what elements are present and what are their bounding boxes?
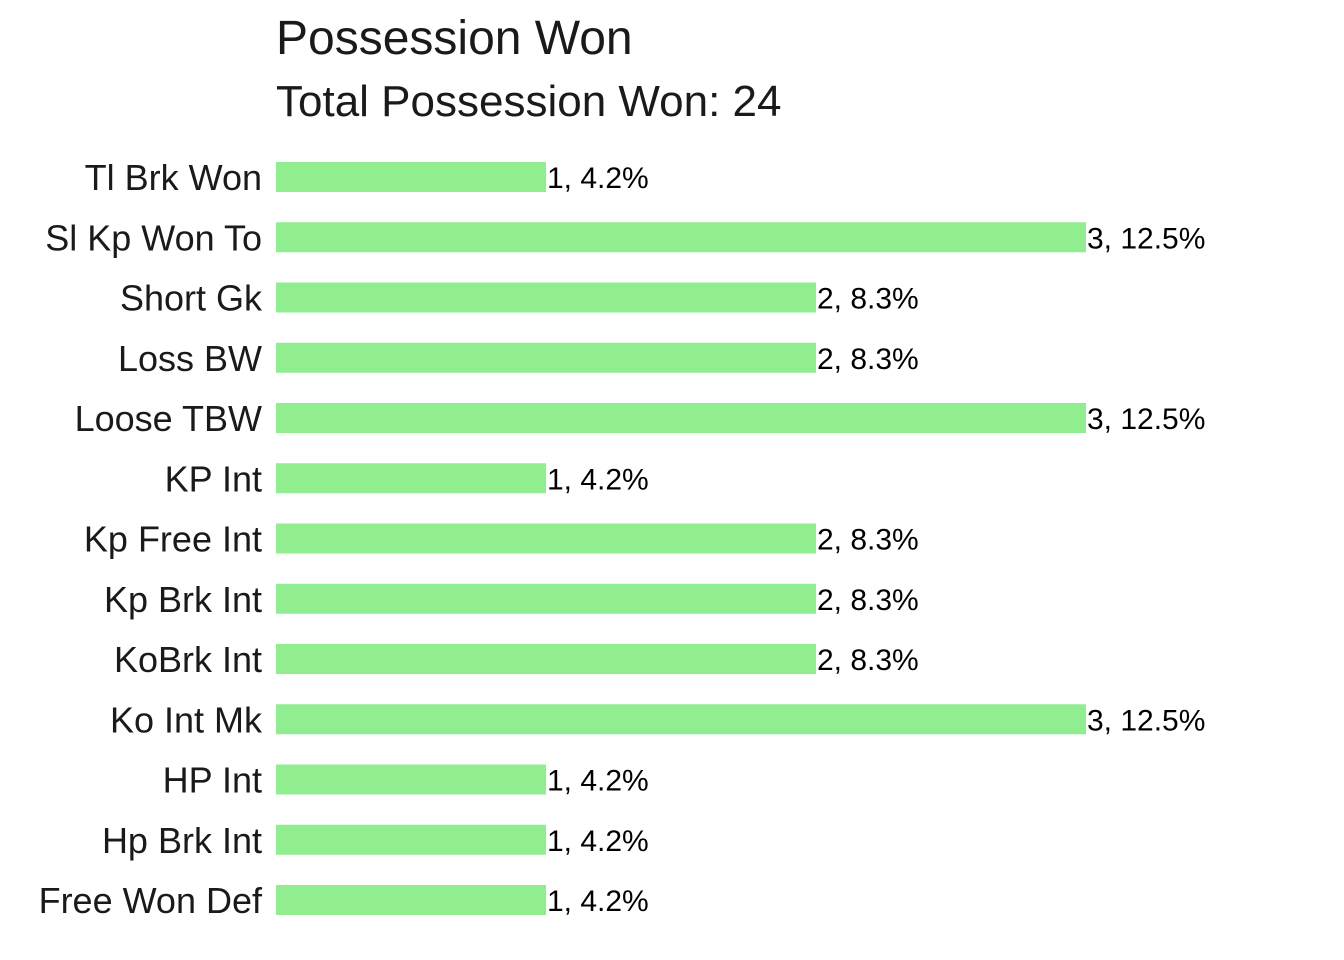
bar-loose-tbw <box>276 403 1086 433</box>
bar-kp-free-int <box>276 523 816 554</box>
bar-free-won-def <box>276 885 546 915</box>
category-label-tl-brk-won: Tl Brk Won <box>85 157 262 198</box>
data-label-hp-int: 1, 4.2% <box>547 765 649 798</box>
category-label-short-gk: Short Gk <box>120 278 263 319</box>
data-label-kp-brk-int: 2, 8.3% <box>817 584 919 617</box>
bar-sl-kp-won-to <box>276 222 1086 253</box>
data-label-short-gk: 2, 8.3% <box>817 283 919 316</box>
chart-title: Possession Won <box>276 12 633 65</box>
category-label-ko-int-mk: Ko Int Mk <box>110 699 263 740</box>
category-label-kp-free-int: Kp Free Int <box>84 519 262 560</box>
category-label-hp-int: HP Int <box>163 760 262 801</box>
bar-short-gk <box>276 282 816 313</box>
data-label-free-won-def: 1, 4.2% <box>547 885 649 918</box>
bar-kobrk-int <box>276 644 816 674</box>
bar-loss-bw <box>276 342 816 373</box>
category-label-loss-bw: Loss BW <box>118 338 262 379</box>
data-label-loss-bw: 2, 8.3% <box>817 343 919 376</box>
bar-ko-int-mk <box>276 704 1086 735</box>
bar-kp-int <box>276 463 546 494</box>
category-label-sl-kp-won-to: Sl Kp Won To <box>45 217 262 258</box>
bar-hp-int <box>276 764 546 795</box>
category-label-hp-brk-int: Hp Brk Int <box>102 820 262 861</box>
category-label-loose-tbw: Loose TBW <box>75 398 262 439</box>
data-label-loose-tbw: 3, 12.5% <box>1087 403 1205 436</box>
data-label-hp-brk-int: 1, 4.2% <box>547 825 649 858</box>
bars-group <box>276 162 1086 915</box>
category-labels-group: Tl Brk Won Sl Kp Won To Short Gk Loss BW Loo… <box>39 157 263 921</box>
category-label-kobrk-int: KoBrk Int <box>114 639 262 680</box>
data-labels-group: 1, 4.2% 3, 12.5% 2, 8.3% 2, 8.3% 3, 12.5% 1, … <box>547 162 1205 918</box>
bar-hp-brk-int <box>276 824 546 855</box>
bar-tl-brk-won <box>276 162 546 192</box>
category-label-kp-int: KP Int <box>165 458 262 499</box>
data-label-kp-free-int: 2, 8.3% <box>817 524 919 557</box>
data-label-ko-int-mk: 3, 12.5% <box>1087 704 1205 737</box>
data-label-tl-brk-won: 1, 4.2% <box>547 162 649 195</box>
bar-kp-brk-int <box>276 583 816 614</box>
chart-subtitle: Total Possession Won: 24 <box>276 77 781 126</box>
data-label-sl-kp-won-to: 3, 12.5% <box>1087 222 1205 255</box>
category-label-kp-brk-int: Kp Brk Int <box>104 579 262 620</box>
category-label-free-won-def: Free Won Def <box>39 880 263 921</box>
data-label-kp-int: 1, 4.2% <box>547 463 649 496</box>
data-label-kobrk-int: 2, 8.3% <box>817 644 919 677</box>
